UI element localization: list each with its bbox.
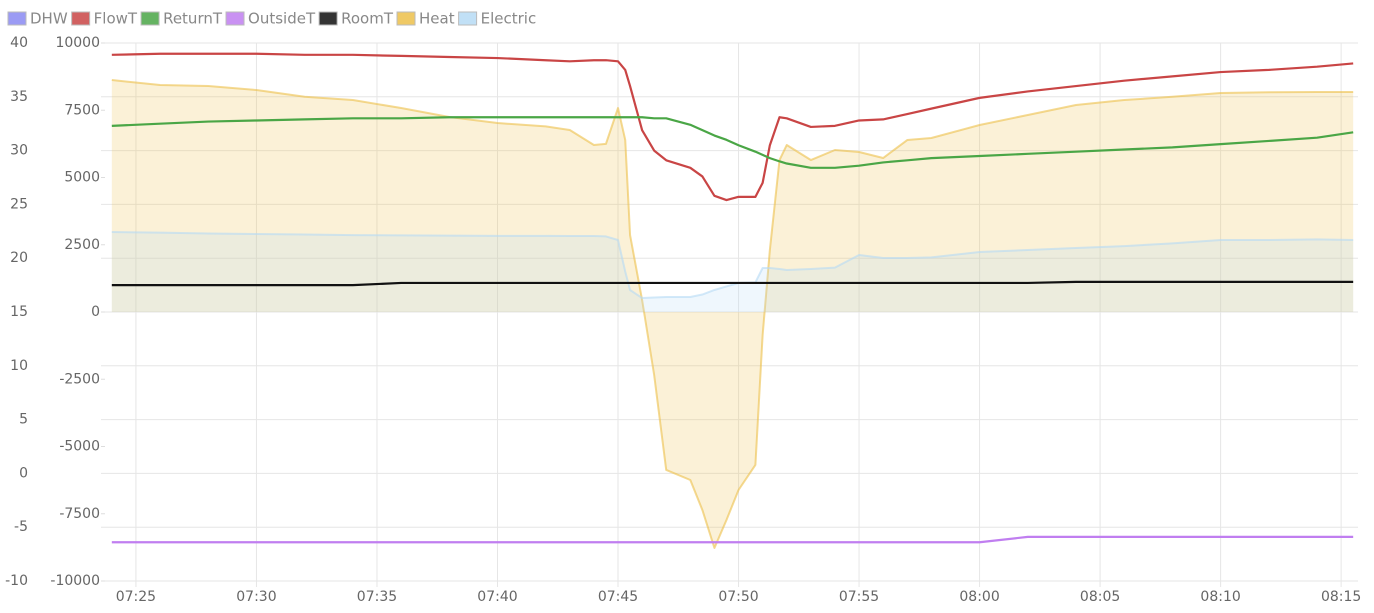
y-tick-label: 15 bbox=[10, 304, 28, 320]
legend-label: Heat bbox=[419, 10, 455, 28]
x-tick-label: 07:40 bbox=[477, 589, 517, 605]
y-tick-label: 20 bbox=[10, 250, 28, 266]
plot bbox=[111, 52, 1354, 549]
x-tick-label: 08:15 bbox=[1321, 589, 1361, 605]
x-tick-label: 07:55 bbox=[839, 589, 879, 605]
y-tick-label: 30 bbox=[10, 143, 28, 159]
y2-tick-label: -10000 bbox=[50, 573, 100, 589]
legend-swatch bbox=[7, 11, 27, 26]
axes: 07:25 07:30 07:35 07:40 07:45 07:50 07:55 08:00… bbox=[5, 35, 1361, 605]
y-tick-label: 0 bbox=[19, 465, 28, 481]
area-line bbox=[111, 230, 1354, 300]
series-line bbox=[111, 535, 1354, 544]
y2-tick-label: 0 bbox=[91, 304, 100, 320]
y-tick-label: 10 bbox=[10, 358, 28, 374]
x-tick-label: 07:45 bbox=[598, 589, 638, 605]
x-tick-label: 07:35 bbox=[357, 589, 397, 605]
legend-label: ReturnT bbox=[163, 10, 223, 28]
x-tick-label: 08:05 bbox=[1080, 589, 1120, 605]
legend-swatch bbox=[458, 11, 478, 26]
y2-tick-label: 5000 bbox=[64, 170, 100, 186]
x-tick-label: 08:00 bbox=[959, 589, 999, 605]
area-fill bbox=[111, 80, 1354, 548]
y2-tick-label: -5000 bbox=[59, 439, 100, 455]
x-tick-label: 07:25 bbox=[116, 589, 156, 605]
x-tick-label: 08:10 bbox=[1200, 589, 1240, 605]
legend-label: DHW bbox=[30, 10, 68, 28]
legend-swatch bbox=[225, 11, 245, 26]
y-tick-label: 35 bbox=[10, 89, 28, 105]
y-tick-label: -5 bbox=[14, 519, 28, 535]
legend-label: OutsideT bbox=[248, 10, 316, 28]
x-tick-label: 07:30 bbox=[236, 589, 276, 605]
legend-swatch bbox=[318, 11, 338, 26]
legend-label: Electric bbox=[481, 10, 537, 28]
series-line bbox=[111, 52, 1354, 202]
y2-tick-label: 2500 bbox=[64, 237, 100, 253]
series-line bbox=[111, 116, 1354, 169]
grid bbox=[101, 42, 1358, 587]
legend: DHW FlowT ReturnT OutsideT RoomT Heat Electric bbox=[7, 10, 537, 28]
y2-tick-label: -2500 bbox=[59, 371, 100, 387]
legend-swatch bbox=[396, 11, 416, 26]
series-line bbox=[111, 280, 1354, 287]
y2-tick-label: -7500 bbox=[59, 506, 100, 522]
y2-tick-label: 10000 bbox=[55, 35, 100, 51]
y2-tick-label: 7500 bbox=[64, 102, 100, 118]
x-tick-label: 07:50 bbox=[718, 589, 758, 605]
y-tick-label: 25 bbox=[10, 196, 28, 212]
legend-swatch bbox=[140, 11, 160, 26]
area-fill bbox=[111, 231, 1354, 312]
y-tick-label: 5 bbox=[19, 412, 28, 428]
y-tick-label: 40 bbox=[10, 35, 28, 51]
legend-label: RoomT bbox=[341, 10, 394, 28]
legend-label: FlowT bbox=[94, 10, 138, 28]
legend-swatch bbox=[71, 11, 91, 26]
y-tick-label: -10 bbox=[5, 573, 28, 589]
